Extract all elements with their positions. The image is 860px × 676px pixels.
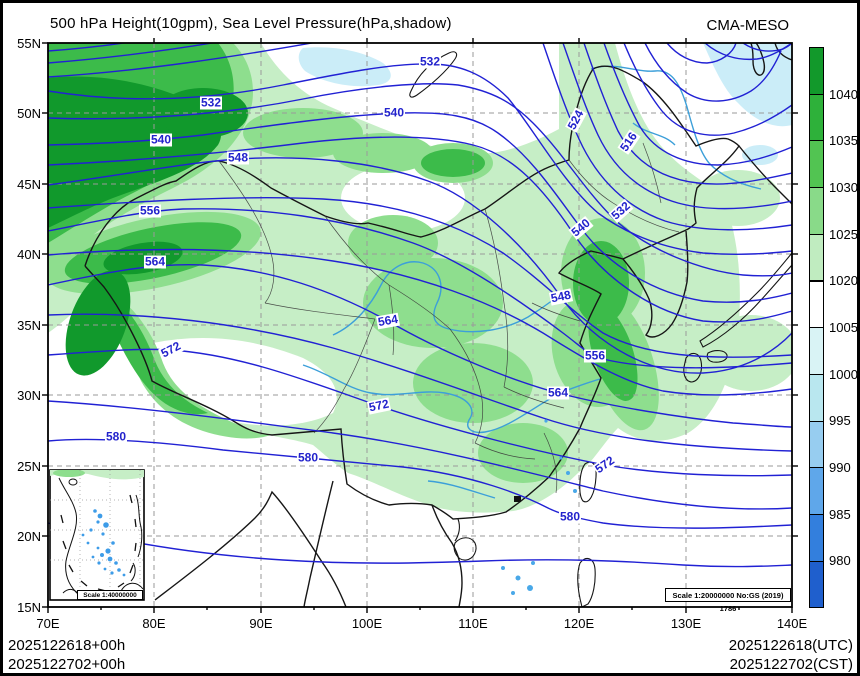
colorbar-cell [809, 467, 824, 515]
contour-label: 580 [104, 429, 128, 444]
lon-label: 90E [249, 616, 273, 631]
lon-label: 100E [351, 616, 383, 631]
page-title: 500 hPa Height(10gpm), Sea Level Pressur… [50, 15, 452, 32]
colorbar-cell [809, 280, 824, 329]
contour-label: 532 [199, 95, 223, 110]
contour-label: 540 [149, 132, 173, 147]
colorbar-label: 1030 [829, 180, 858, 195]
lon-label: 140E [776, 616, 808, 631]
lat-label: 25N [17, 459, 41, 474]
contour-label: 556 [138, 203, 162, 218]
contour-label: 564 [143, 254, 167, 269]
lat-label: 35N [17, 318, 41, 333]
colorbar-label: 1025 [829, 227, 858, 242]
lon-label: 120E [563, 616, 595, 631]
colorbar-label: 990 [829, 460, 851, 475]
lat-label: 55N [17, 36, 41, 51]
colorbar-cell [809, 560, 824, 609]
valid-time-cst: 2025122702(CST) [729, 656, 853, 673]
colorbar-label: 1035 [829, 133, 858, 148]
contour-label: 548 [226, 150, 250, 165]
contour-label: 580 [558, 509, 582, 524]
colorbar-cell [809, 187, 824, 235]
colorbar-cell [809, 93, 824, 142]
colorbar-cell [809, 327, 824, 375]
valid-time-block: 2025122618(UTC) 2025122702(CST) [728, 636, 853, 673]
colorbar-label: 995 [829, 413, 851, 428]
contour-label: 564 [546, 385, 570, 400]
valid-time-utc: 2025122618(UTC) [728, 637, 853, 654]
colorbar-label: 1040 [829, 87, 858, 102]
lat-label: 40N [17, 247, 41, 262]
colorbar-cell [809, 514, 824, 562]
contour-label: 540 [382, 105, 406, 120]
inset-scale-note: Scale 1:40000000 [77, 590, 143, 600]
contour-label: 580 [296, 450, 320, 465]
colorbar-label: 1020 [829, 273, 858, 288]
run-time-cst-offset: 2025122702+00h [8, 656, 126, 673]
colorbar-cell [809, 373, 824, 422]
lat-label: 30N [17, 388, 41, 403]
colorbar-label: 1000 [829, 367, 858, 382]
lat-label: 15N [17, 600, 41, 615]
colorbar-cell [809, 47, 824, 95]
lon-label: 70E [36, 616, 60, 631]
colorbar-label: 985 [829, 507, 851, 522]
colorbar-cell [809, 420, 824, 469]
run-time-utc-offset: 2025122618+00h [8, 637, 126, 654]
model-name: CMA-MESO [706, 17, 790, 34]
lon-label: 130E [670, 616, 702, 631]
ocean-speckles [501, 419, 577, 595]
province-borders [218, 142, 680, 494]
map-canvas [42, 38, 798, 613]
contour-label: 532 [418, 54, 442, 69]
colorbar-cell [809, 233, 824, 282]
lat-label: 45N [17, 177, 41, 192]
run-time-block: 2025122618+00h 2025122702+00h [8, 636, 126, 673]
inset-map [49, 469, 145, 601]
lat-label: 20N [17, 529, 41, 544]
map-scale-note: Scale 1:20000000 No:GS (2019) 1786 [665, 588, 791, 613]
contour-label: 556 [583, 348, 607, 363]
map-frame [42, 38, 798, 613]
lon-label: 110E [458, 616, 488, 631]
colorbar-label: 980 [829, 553, 851, 568]
colorbar-cell [809, 140, 824, 189]
lon-label: 80E [142, 616, 166, 631]
lat-label: 50N [17, 106, 41, 121]
colorbar-label: 1005 [829, 320, 858, 335]
